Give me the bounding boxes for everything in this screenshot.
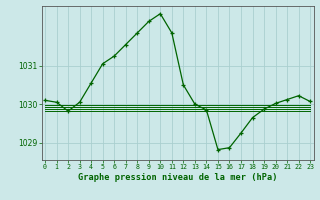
X-axis label: Graphe pression niveau de la mer (hPa): Graphe pression niveau de la mer (hPa)	[78, 173, 277, 182]
